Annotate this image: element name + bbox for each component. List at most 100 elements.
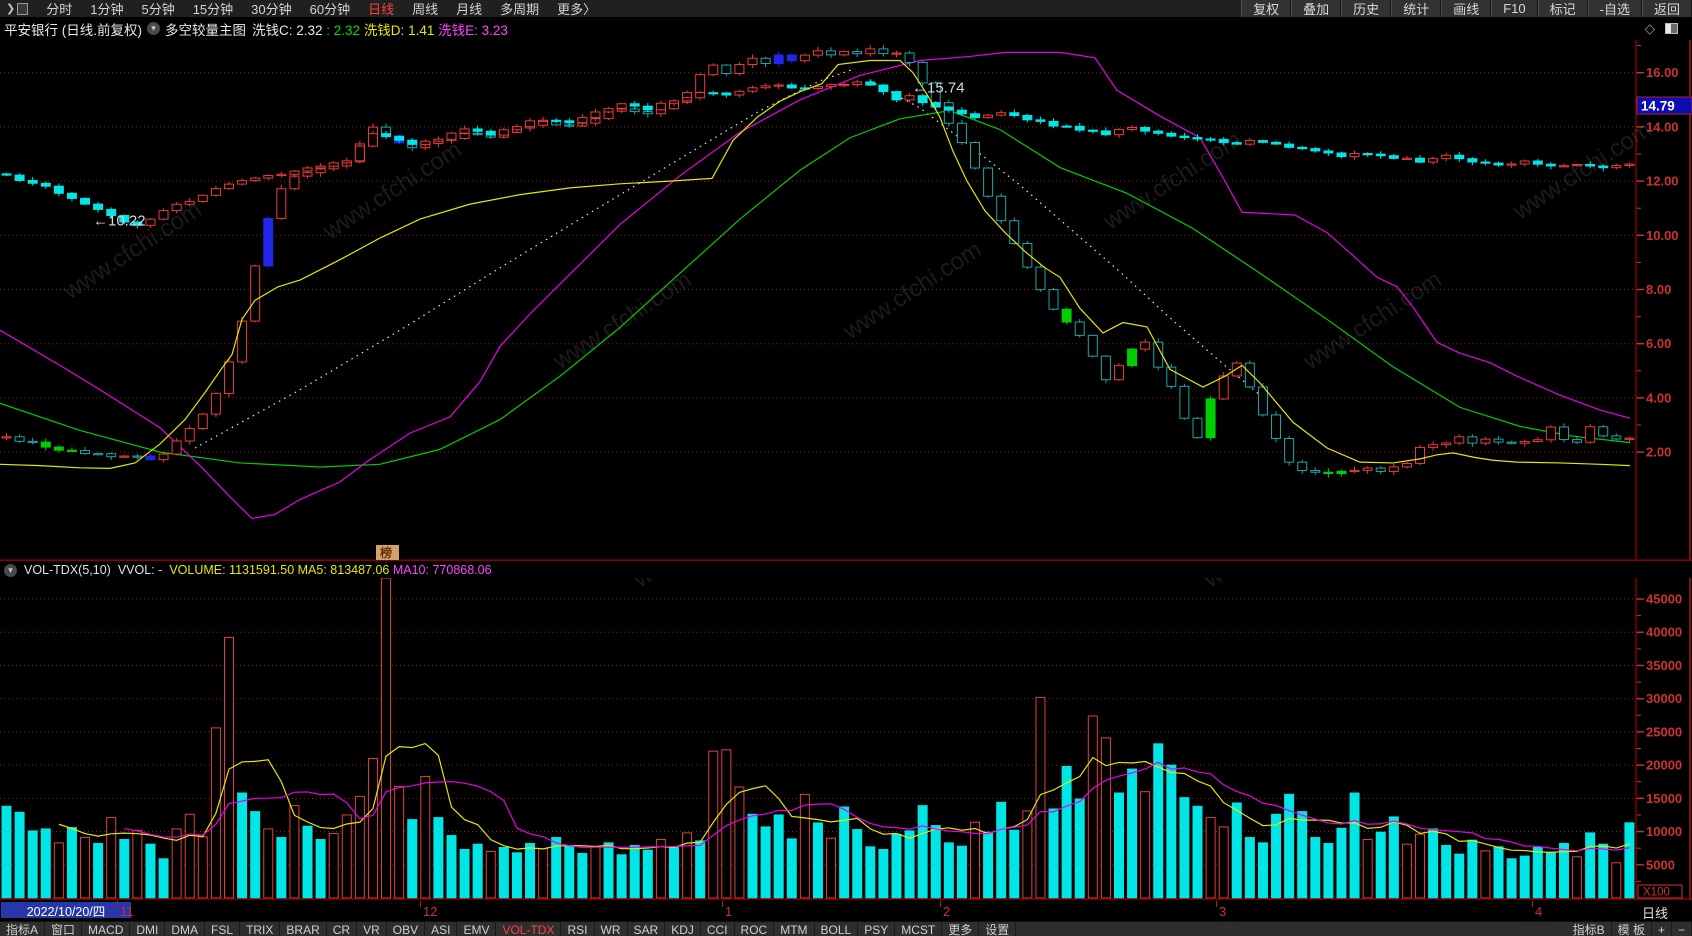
price-candle[interactable]: [407, 138, 418, 147]
price-candle[interactable]: [1166, 131, 1177, 138]
price-candle[interactable]: [1113, 128, 1124, 139]
indicator-candle[interactable]: [1506, 440, 1517, 445]
indicator-candle[interactable]: [917, 60, 928, 87]
toolbar-indicator-dma[interactable]: DMA: [165, 922, 206, 936]
indicator-candle[interactable]: [1598, 425, 1609, 438]
collapse-sidebar-icon[interactable]: ❯: [6, 2, 29, 15]
volume-bar[interactable]: [642, 849, 653, 899]
indicator-candle[interactable]: [1362, 466, 1373, 475]
volume-bar[interactable]: [1349, 792, 1360, 899]
price-candle[interactable]: [1611, 163, 1622, 170]
volume-bar[interactable]: [446, 835, 457, 899]
menu-button[interactable]: 历史: [1341, 0, 1392, 17]
price-candle[interactable]: [106, 207, 117, 219]
volume-bar[interactable]: [747, 813, 758, 899]
price-candle[interactable]: [1493, 161, 1504, 167]
volume-bar[interactable]: [1572, 856, 1583, 899]
volume-bar[interactable]: [839, 806, 850, 899]
price-candle[interactable]: [577, 114, 588, 127]
indicator-candle[interactable]: [210, 392, 221, 418]
price-candle[interactable]: [721, 92, 732, 98]
menu-item-period[interactable]: 1分钟: [90, 2, 124, 17]
indicator-candle[interactable]: [734, 62, 745, 76]
volume-bar[interactable]: [1284, 793, 1295, 899]
price-candle[interactable]: [1401, 155, 1412, 160]
menu-item-period[interactable]: 5分钟: [141, 2, 175, 17]
price-candle[interactable]: [1467, 157, 1478, 166]
indicator-candle[interactable]: [943, 99, 954, 127]
price-candle[interactable]: [1009, 109, 1020, 118]
menu-button[interactable]: 复权: [1241, 0, 1292, 17]
toolbar-indicator-obv[interactable]: OBV: [387, 922, 426, 936]
price-candle[interactable]: [956, 107, 967, 117]
volume-bar[interactable]: [420, 775, 431, 899]
indicator-candle[interactable]: [40, 438, 51, 451]
toolbar-button[interactable]: +: [1652, 922, 1672, 936]
volume-bar[interactable]: [629, 845, 640, 899]
indicator-candle[interactable]: [1349, 466, 1360, 474]
indicator-candle[interactable]: [760, 56, 771, 68]
volume-bar[interactable]: [603, 842, 614, 899]
indicator-candle[interactable]: [93, 452, 104, 456]
volume-bar[interactable]: [786, 838, 797, 899]
menu-item-period[interactable]: 日线: [368, 2, 395, 17]
indicator-candle[interactable]: [1415, 444, 1426, 466]
toolbar-indicator-vol-tdx[interactable]: VOL-TDX: [496, 922, 562, 936]
toolbar-indicator-asi[interactable]: ASI: [425, 922, 458, 936]
indicator-candle[interactable]: [708, 63, 719, 76]
indicator-candle[interactable]: [158, 451, 169, 463]
price-candle[interactable]: [1127, 125, 1138, 132]
indicator-candle[interactable]: [1244, 360, 1255, 389]
price-candle[interactable]: [682, 96, 693, 103]
price-candle[interactable]: [1336, 151, 1347, 159]
volume-bar[interactable]: [930, 825, 941, 899]
price-candle[interactable]: [708, 90, 719, 96]
indicator-candle[interactable]: [1100, 355, 1111, 384]
indicator-candle[interactable]: [1401, 462, 1412, 469]
toolbar-indicator-roc[interactable]: ROC: [735, 922, 775, 936]
volume-bar[interactable]: [184, 813, 195, 899]
volume-bar[interactable]: [381, 578, 392, 899]
menu-item-period[interactable]: 30分钟: [251, 2, 292, 17]
menu-button[interactable]: F10: [1491, 0, 1538, 17]
price-candle[interactable]: [917, 93, 928, 106]
menu-button[interactable]: 画线: [1441, 0, 1492, 17]
volume-bar[interactable]: [341, 814, 352, 899]
price-candle[interactable]: [564, 118, 575, 126]
indicator-candle[interactable]: [1572, 435, 1583, 445]
volume-bar[interactable]: [1061, 765, 1072, 899]
price-candle[interactable]: [1323, 148, 1334, 157]
indicator-candle[interactable]: [1205, 395, 1216, 441]
indicator-candle[interactable]: [1153, 338, 1164, 371]
menu-item-period[interactable]: 15分钟: [192, 2, 234, 17]
toolbar-indicator-dmi[interactable]: DMI: [130, 922, 166, 936]
price-candle[interactable]: [1415, 155, 1426, 164]
indicator-candle[interactable]: [1179, 383, 1190, 420]
price-candle[interactable]: [132, 220, 143, 229]
volume-bar[interactable]: [485, 850, 496, 899]
price-candle[interactable]: [53, 183, 64, 197]
toolbar-indicator-psy[interactable]: PSY: [858, 922, 896, 936]
price-candle[interactable]: [747, 85, 758, 94]
indicator-candle[interactable]: [276, 185, 287, 220]
toolbar-indicator-更多[interactable]: 更多: [942, 922, 980, 936]
price-candle[interactable]: [1362, 152, 1373, 157]
indicator-candle[interactable]: [839, 50, 850, 57]
indicator-candle[interactable]: [1545, 425, 1556, 443]
indicator-candle[interactable]: [1061, 307, 1072, 325]
indicator-candle[interactable]: [145, 453, 156, 461]
main-indicator-name[interactable]: 多空较量主图: [165, 22, 246, 38]
indicator-candle[interactable]: [184, 425, 195, 445]
indicator-candle[interactable]: [996, 193, 1007, 224]
price-candle[interactable]: [695, 90, 706, 101]
volume-bar[interactable]: [158, 858, 169, 899]
indicator-candle[interactable]: [1140, 339, 1151, 352]
toolbar-indicator-macd[interactable]: MACD: [82, 922, 131, 936]
price-candle[interactable]: [302, 166, 313, 173]
volume-bar[interactable]: [577, 852, 588, 899]
volume-bar[interactable]: [1558, 843, 1569, 899]
volume-bar[interactable]: [1454, 853, 1465, 899]
volume-indicator-name[interactable]: VOL-TDX(5,10): [24, 563, 111, 577]
indicator-candle[interactable]: [250, 264, 261, 323]
chevron-down-icon[interactable]: ▾: [4, 563, 17, 577]
